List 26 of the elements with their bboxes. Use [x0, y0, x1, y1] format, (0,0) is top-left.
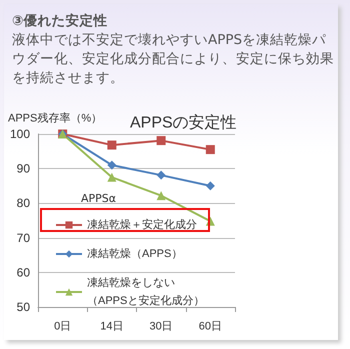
point: [107, 140, 116, 150]
point: [156, 136, 166, 146]
y-tick-label: 60: [16, 265, 30, 280]
point: [156, 191, 166, 200]
point: [206, 181, 215, 190]
point: [107, 160, 116, 170]
legend-title: APPSα: [81, 192, 116, 205]
x-tick-label: 30日: [150, 320, 173, 332]
legend-label: 凍結乾燥（APPS）: [87, 247, 182, 260]
point: [206, 145, 215, 154]
x-tick-label: 60日: [198, 320, 222, 332]
text: 液体中では不安定で壊れやすいAPPSを凍結乾燥パウダー化、安定化成分配合により、安定に保ち効果を持続させます。: [12, 31, 334, 88]
y-axis-title: APPS残存率（%）: [8, 112, 102, 124]
y-tick-label: 80: [16, 196, 30, 210]
x-tick-label: 14日: [100, 320, 124, 332]
legend-label: 凍結乾燥をしない（APPSと安定化成分）: [87, 276, 204, 307]
y-tick-label: 100: [10, 127, 30, 141]
y-tick-label: 50: [16, 300, 30, 314]
y-tick-label: 90: [16, 162, 30, 176]
x-tick-label: 0日: [54, 320, 72, 332]
text: ③優れた安定性: [12, 12, 108, 31]
legend-label: 凍結乾燥＋安定化成分: [87, 218, 197, 231]
point: [107, 172, 116, 182]
y-tick-label: 70: [16, 230, 30, 245]
chart-title: APPSの安定性: [130, 114, 237, 132]
point: [156, 170, 166, 180]
